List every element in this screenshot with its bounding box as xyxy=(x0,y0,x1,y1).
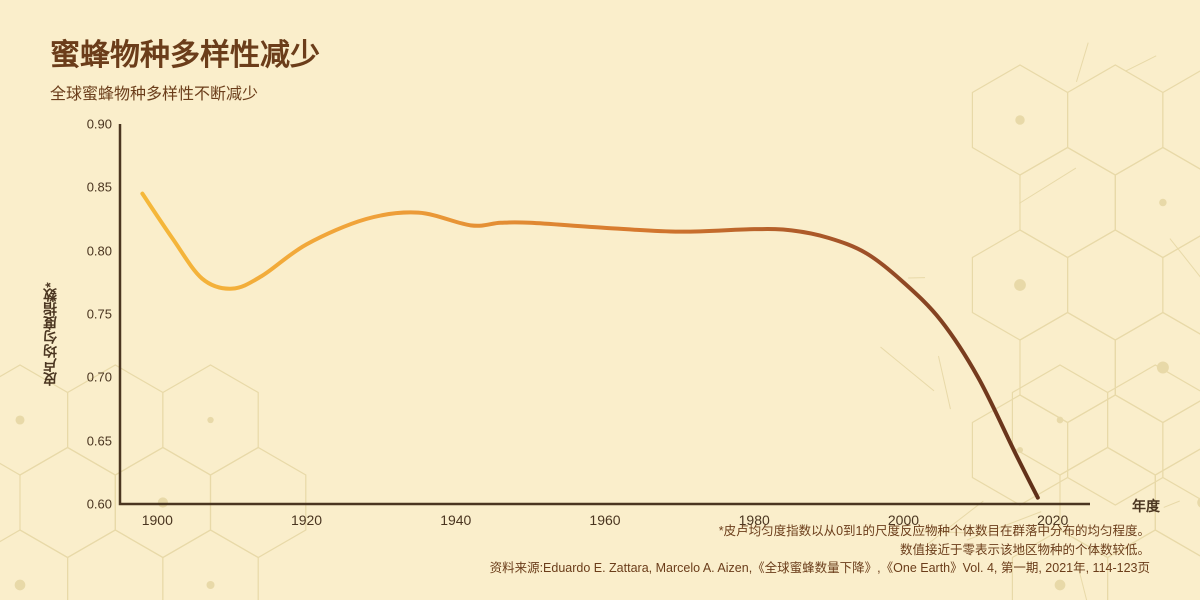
footnote-line: *皮卢均匀度指数以从0到1的尺度反应物种个体数目在群落中分布的均匀程度。 xyxy=(490,522,1150,541)
chart-title: 蜜蜂物种多样性减少 xyxy=(50,30,1150,74)
footnote-line: 数值接近于零表示该地区物种的个体数较低。 xyxy=(490,541,1150,560)
chart-container: 皮卢均匀度指数* 年度 0.600.650.700.750.800.850.90… xyxy=(50,124,1150,544)
y-tick: 0.60 xyxy=(87,497,112,512)
y-tick: 0.75 xyxy=(87,307,112,322)
chart-subtitle: 全球蜜蜂物种多样性不断减少 xyxy=(50,80,1150,104)
data-line xyxy=(120,124,1090,504)
x-tick: 1920 xyxy=(291,512,322,528)
plot-area: 0.600.650.700.750.800.850.90190019201940… xyxy=(120,124,1090,504)
y-tick: 0.80 xyxy=(87,243,112,258)
footnotes: *皮卢均匀度指数以从0到1的尺度反应物种个体数目在群落中分布的均匀程度。 数值接… xyxy=(490,522,1150,578)
x-axis-label: 年度 xyxy=(1132,496,1160,516)
x-tick: 1900 xyxy=(142,512,173,528)
y-tick: 0.70 xyxy=(87,370,112,385)
y-tick: 0.65 xyxy=(87,433,112,448)
y-tick: 0.85 xyxy=(87,180,112,195)
x-tick: 1940 xyxy=(440,512,471,528)
footnote-line: 资料来源:Eduardo E. Zattara, Marcelo A. Aize… xyxy=(490,559,1150,578)
y-axis-label: 皮卢均匀度指数* xyxy=(40,282,60,385)
y-tick: 0.90 xyxy=(87,117,112,132)
